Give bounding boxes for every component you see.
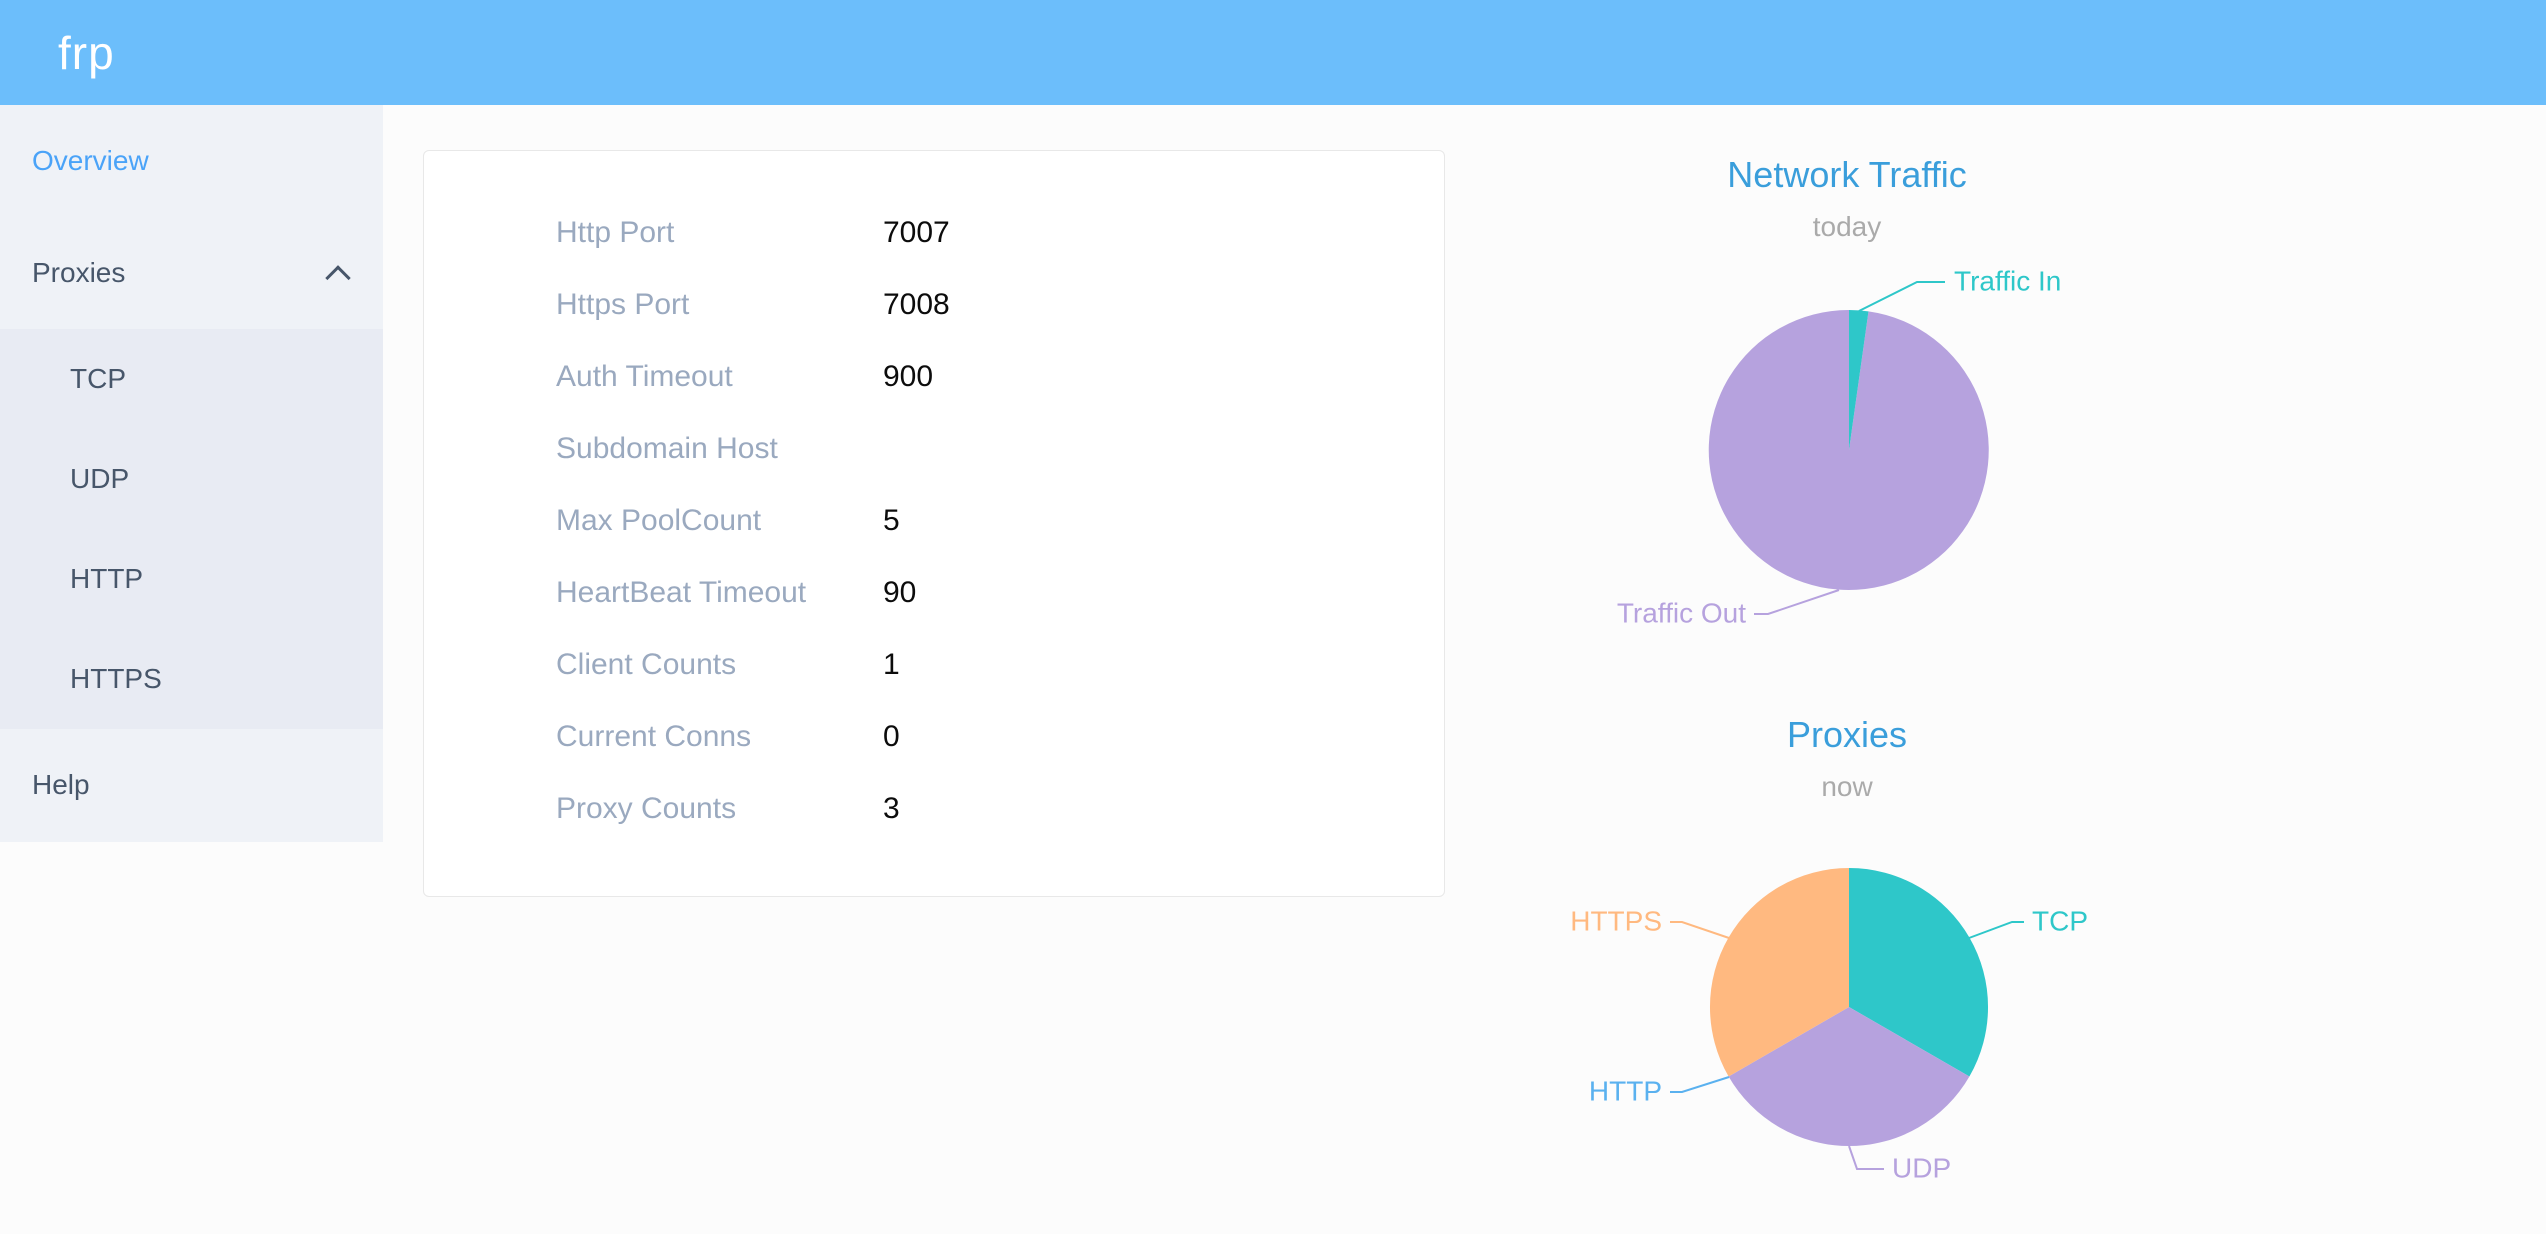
config-value: 1 bbox=[883, 648, 900, 681]
slice-label-tcp: TCP bbox=[2032, 905, 2088, 936]
chart-subtitle: now bbox=[1821, 771, 1873, 802]
proxies-pie: TCP UDP HTTP HTTPS bbox=[1570, 868, 2088, 1183]
proxies-chart: Proxies now TCP UDP HTTP HTTPS bbox=[1547, 690, 2147, 1234]
config-row-http-port: Http Port 7007 bbox=[424, 197, 1444, 269]
config-label: Subdomain Host bbox=[556, 432, 778, 465]
sidebar-item-overview[interactable]: Overview bbox=[0, 105, 383, 217]
config-row-client-counts: Client Counts 1 bbox=[424, 629, 1444, 701]
label-leader-udp bbox=[1848, 1145, 1884, 1170]
label-leader-traffic-out bbox=[1754, 589, 1840, 615]
sidebar-item-label: Proxies bbox=[32, 257, 126, 288]
config-value: 7007 bbox=[883, 216, 950, 249]
config-value: 90 bbox=[883, 576, 917, 609]
config-row-subdomain-host: Subdomain Host bbox=[424, 413, 1444, 485]
config-label: Client Counts bbox=[556, 648, 737, 681]
config-label: Max PoolCount bbox=[556, 504, 762, 537]
pie-slice-traffic-in[interactable] bbox=[1849, 310, 1869, 450]
pie-slice-traffic-out[interactable] bbox=[1708, 309, 1989, 590]
config-row-max-poolcount: Max PoolCount 5 bbox=[424, 485, 1444, 557]
config-label: Proxy Counts bbox=[556, 792, 737, 825]
config-value: 7008 bbox=[883, 288, 950, 321]
sidebar-item-help[interactable]: Help bbox=[0, 729, 383, 841]
sidebar-item-tcp[interactable]: TCP bbox=[70, 363, 126, 394]
label-leader-traffic-in bbox=[1858, 281, 1945, 312]
label-leader-https bbox=[1670, 921, 1730, 939]
app-logo: frp bbox=[58, 26, 115, 79]
config-label: Https Port bbox=[556, 288, 690, 321]
pie-slice-udp[interactable] bbox=[1728, 1007, 1970, 1147]
chevron-up-icon bbox=[325, 264, 351, 291]
chart-title: Network Traffic bbox=[1727, 154, 1967, 195]
slice-label-udp: UDP bbox=[1892, 1152, 1951, 1183]
pie-slice-https[interactable] bbox=[1709, 868, 1849, 1077]
config-value: 900 bbox=[883, 360, 934, 393]
label-leader-http bbox=[1670, 1076, 1730, 1093]
config-row-auth-timeout: Auth Timeout 900 bbox=[424, 341, 1444, 413]
slice-label-traffic-in: Traffic In bbox=[1954, 265, 2061, 296]
sidebar-item-udp[interactable]: UDP bbox=[70, 463, 130, 494]
config-label: HeartBeat Timeout bbox=[556, 576, 807, 609]
config-value: 5 bbox=[883, 504, 900, 537]
sidebar-item-http[interactable]: HTTP bbox=[70, 563, 144, 594]
sidebar-item-proxies[interactable]: Proxies bbox=[0, 217, 383, 329]
config-row-heartbeat-timeout: HeartBeat Timeout 90 bbox=[424, 557, 1444, 629]
app-header: frp bbox=[0, 0, 2546, 105]
config-value: 0 bbox=[883, 720, 900, 753]
sidebar-item-label: Help bbox=[32, 769, 90, 800]
config-label: Http Port bbox=[556, 216, 675, 249]
config-label: Current Conns bbox=[556, 720, 752, 753]
network-traffic-chart: Network Traffic today Traffic In Traffic… bbox=[1547, 130, 2147, 690]
slice-label-https: HTTPS bbox=[1570, 905, 1662, 936]
config-row-proxy-counts: Proxy Counts 3 bbox=[424, 773, 1444, 845]
sidebar: Overview Proxies TCP UDP HTTP HTTPS Help bbox=[0, 105, 383, 842]
slice-label-http: HTTP bbox=[1589, 1075, 1662, 1106]
label-leader-tcp bbox=[1968, 921, 2024, 939]
sidebar-item-https[interactable]: HTTPS bbox=[70, 663, 162, 694]
network-traffic-pie: Traffic In Traffic Out bbox=[1617, 265, 2062, 628]
slice-label-traffic-out: Traffic Out bbox=[1617, 597, 1746, 628]
config-row-https-port: Https Port 7008 bbox=[424, 269, 1444, 341]
chart-subtitle: today bbox=[1812, 211, 1882, 242]
server-config-card: Http Port 7007 Https Port 7008 Auth Time… bbox=[423, 150, 1445, 897]
config-value: 3 bbox=[883, 792, 900, 825]
sidebar-submenu-proxies: TCP UDP HTTP HTTPS bbox=[0, 329, 383, 729]
config-label: Auth Timeout bbox=[556, 360, 733, 393]
sidebar-item-label: Overview bbox=[32, 145, 149, 176]
chart-title: Proxies bbox=[1786, 714, 1908, 755]
config-row-current-conns: Current Conns 0 bbox=[424, 701, 1444, 773]
pie-slice-tcp[interactable] bbox=[1849, 868, 1989, 1077]
